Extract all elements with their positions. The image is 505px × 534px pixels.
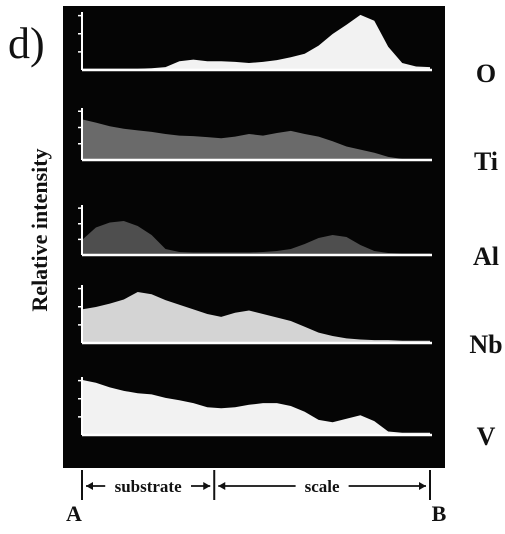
arrowhead-left-substrate (86, 482, 93, 490)
arrowhead-left-scale (218, 482, 226, 490)
arrowhead-right-scale (419, 482, 426, 490)
trace-nb (82, 292, 430, 343)
element-labels: O Ti Al Nb V (469, 59, 502, 451)
element-label-o: O (476, 59, 496, 88)
region-annotations: substrate scale (81, 470, 431, 500)
traces-layer (78, 12, 432, 437)
element-label-al: Al (473, 242, 499, 271)
region-label-scale: scale (305, 477, 340, 496)
trace-o (82, 14, 430, 70)
element-label-ti: Ti (474, 147, 498, 176)
element-label-v: V (477, 422, 496, 451)
end-point-label: B (432, 501, 447, 526)
element-label-nb: Nb (469, 330, 502, 359)
y-axis-label: Relative intensity (27, 148, 52, 311)
start-point-label: A (66, 501, 82, 526)
trace-al (82, 221, 430, 255)
region-label-substrate: substrate (115, 477, 183, 496)
trace-v (82, 379, 430, 435)
trace-ti (82, 119, 430, 160)
panel-label: d) (8, 19, 45, 68)
arrowhead-right-substrate (203, 482, 211, 490)
